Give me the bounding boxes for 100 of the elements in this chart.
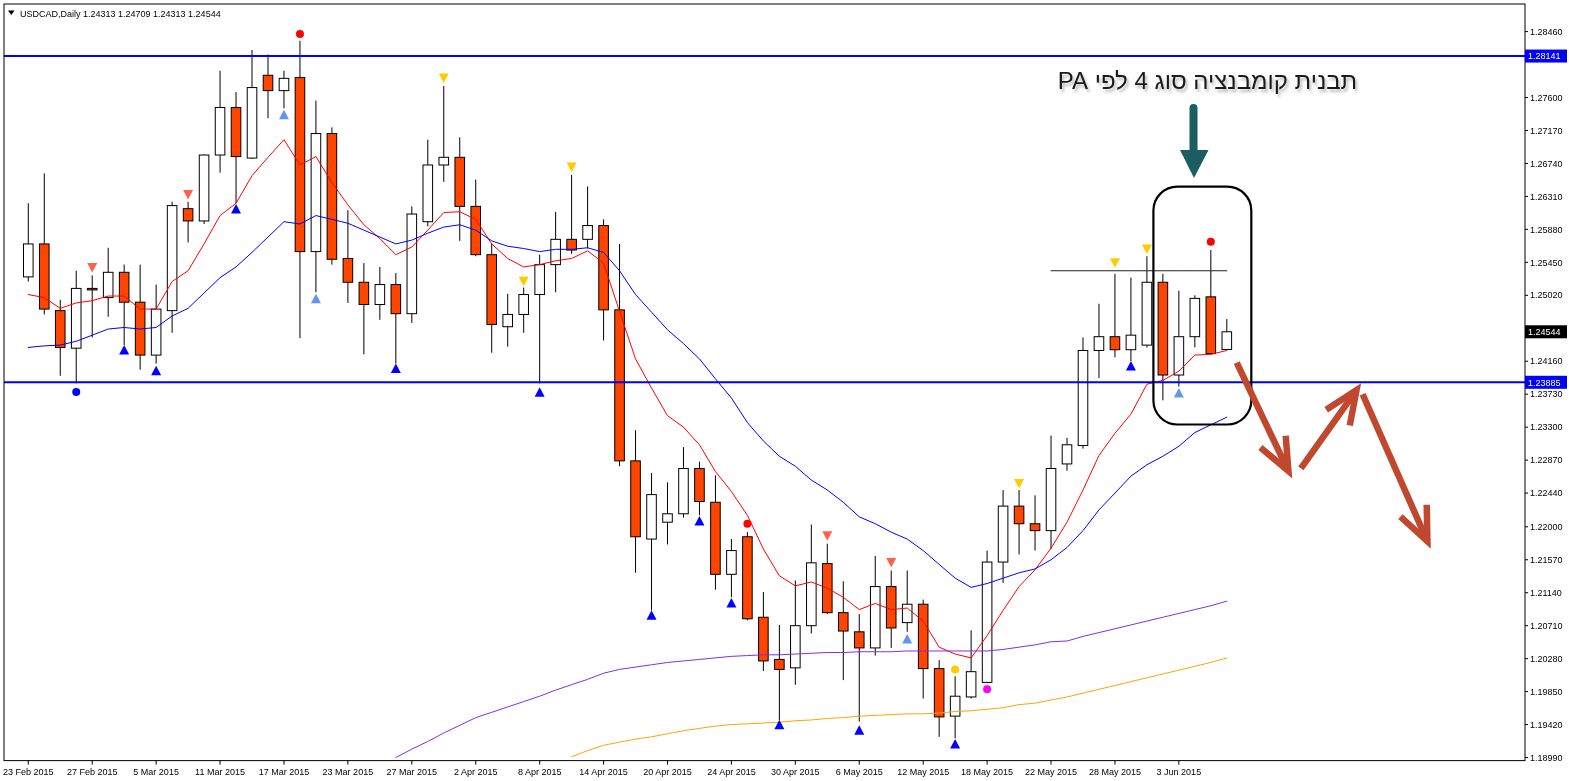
point: [119, 344, 130, 355]
point: [1206, 237, 1215, 246]
annotation: תבנית קומבנציה סוג 4 לפי PA: [1057, 67, 1358, 95]
point: [983, 685, 992, 694]
y-tick-label: 1.21140: [1530, 587, 1562, 598]
point: [534, 387, 545, 397]
y-tick-label: 1.20280: [1530, 653, 1563, 664]
point: [72, 387, 81, 396]
point: [390, 363, 401, 373]
candlestick: [1221, 318, 1233, 350]
x-tick-label: 23 Mar 2015: [322, 766, 374, 777]
x-tick-label: 11 Mar 2015: [195, 766, 245, 777]
y-tick-label: 1.22870: [1530, 455, 1563, 466]
candlestick: [374, 266, 386, 321]
y-tick-label: 1.26740: [1530, 158, 1563, 169]
candlestick: [262, 54, 274, 119]
y-tick-label: 1.19850: [1530, 686, 1563, 697]
text: 1.24544: [1528, 327, 1561, 338]
candlestick: [901, 569, 913, 633]
y-tick-label: 1.23300: [1530, 422, 1563, 433]
x-tick-label: 27 Feb 2015: [66, 766, 118, 777]
y-tick-label: 1.20710: [1530, 620, 1563, 631]
y-tick-label: 1.24160: [1530, 356, 1563, 367]
x-tick-label: 5 Mar 2015: [133, 766, 179, 777]
candlestick: [1125, 277, 1137, 362]
point: [87, 262, 98, 273]
ref-line-label: 1.28141: [1528, 51, 1561, 62]
candlestick: [278, 70, 290, 109]
point: [183, 190, 194, 200]
x-tick-label: 20 Apr 2015: [643, 766, 692, 777]
candlestick: [86, 274, 98, 338]
point: [278, 109, 289, 120]
x-tick-label: 18 May 2015: [961, 766, 1014, 777]
y-tick-label: 1.21570: [1530, 554, 1563, 565]
candlestick: [1029, 494, 1041, 552]
x-tick-label: 14 Apr 2015: [579, 766, 628, 777]
point: [1125, 361, 1136, 371]
y-tick-label: 1.27170: [1530, 125, 1563, 136]
y-tick-label: 1.26310: [1530, 191, 1563, 202]
point: [1014, 479, 1025, 489]
point: [1109, 258, 1120, 268]
point: [295, 29, 304, 38]
point: [854, 725, 865, 735]
candlestick: [582, 185, 593, 250]
candlestick: [1109, 273, 1121, 358]
point: [886, 558, 897, 568]
point: [774, 719, 785, 730]
x-tick-label: 24 Apr 2015: [707, 766, 756, 777]
point: [646, 610, 657, 620]
y-tick-label: 1.18990: [1530, 752, 1563, 763]
x-tick-label: 27 Mar 2015: [386, 766, 438, 777]
x-tick-label: 22 May 2015: [1025, 766, 1078, 777]
point: [902, 633, 913, 644]
line-series: [395, 600, 1228, 759]
x-tick-label: 8 Apr 2015: [517, 766, 562, 777]
x-tick-label: 12 May 2015: [897, 766, 950, 777]
point: [951, 665, 960, 674]
x-tick-label: 28 May 2015: [1088, 766, 1141, 777]
candlestick: [438, 85, 450, 183]
y-tick-label: 1.22000: [1530, 522, 1563, 532]
y-tick-label: 1.25450: [1530, 257, 1563, 268]
x-tick-label: 2 Apr 2015: [453, 766, 498, 777]
text: USDCAD,Daily 1.24313 1.24709 1.24313 1.24544: [20, 8, 221, 19]
point: [518, 276, 529, 287]
candlestick: [837, 580, 849, 681]
y-tick-label: 1.19420: [1530, 719, 1563, 730]
candlestick: [1093, 303, 1105, 379]
candlestick: [949, 675, 961, 739]
point: [726, 597, 737, 608]
x-tick-label: 23 Feb 2015: [3, 766, 54, 777]
candlestick: [182, 201, 194, 243]
candlestick: [1061, 437, 1073, 472]
candlestick: [342, 209, 354, 304]
point: [743, 519, 752, 528]
point: [1173, 387, 1184, 398]
candlestick: [726, 538, 737, 598]
point: [950, 739, 961, 749]
point: [438, 73, 449, 84]
point: [151, 365, 162, 376]
candlestick: [853, 613, 865, 723]
y-tick-label: 1.28460: [1530, 26, 1563, 37]
y-tick-label: 1.25020: [1530, 290, 1563, 301]
x-tick-label: 30 Apr 2015: [771, 766, 820, 777]
candlestick: [662, 481, 673, 545]
candlestick: [1013, 489, 1025, 555]
y-tick-label: 1.23730: [1530, 389, 1563, 400]
candlestick: [566, 174, 577, 255]
line-series: [571, 657, 1228, 758]
point: [310, 293, 321, 304]
y-tick-label: 1.22440: [1530, 488, 1563, 499]
candlestick: [518, 287, 529, 334]
y-tick-label: 1.25880: [1530, 224, 1563, 235]
candlestick: [358, 262, 370, 355]
x-tick-label: 3 Jun 2015: [1156, 766, 1202, 777]
candlestick: [502, 293, 513, 348]
y-tick-label: 1.27600: [1530, 92, 1563, 103]
point: [822, 531, 833, 541]
ref-line-label: 1.23885: [1528, 377, 1561, 388]
x-tick-label: 17 Mar 2015: [258, 766, 310, 777]
x-tick-label: 6 May 2015: [835, 766, 883, 777]
